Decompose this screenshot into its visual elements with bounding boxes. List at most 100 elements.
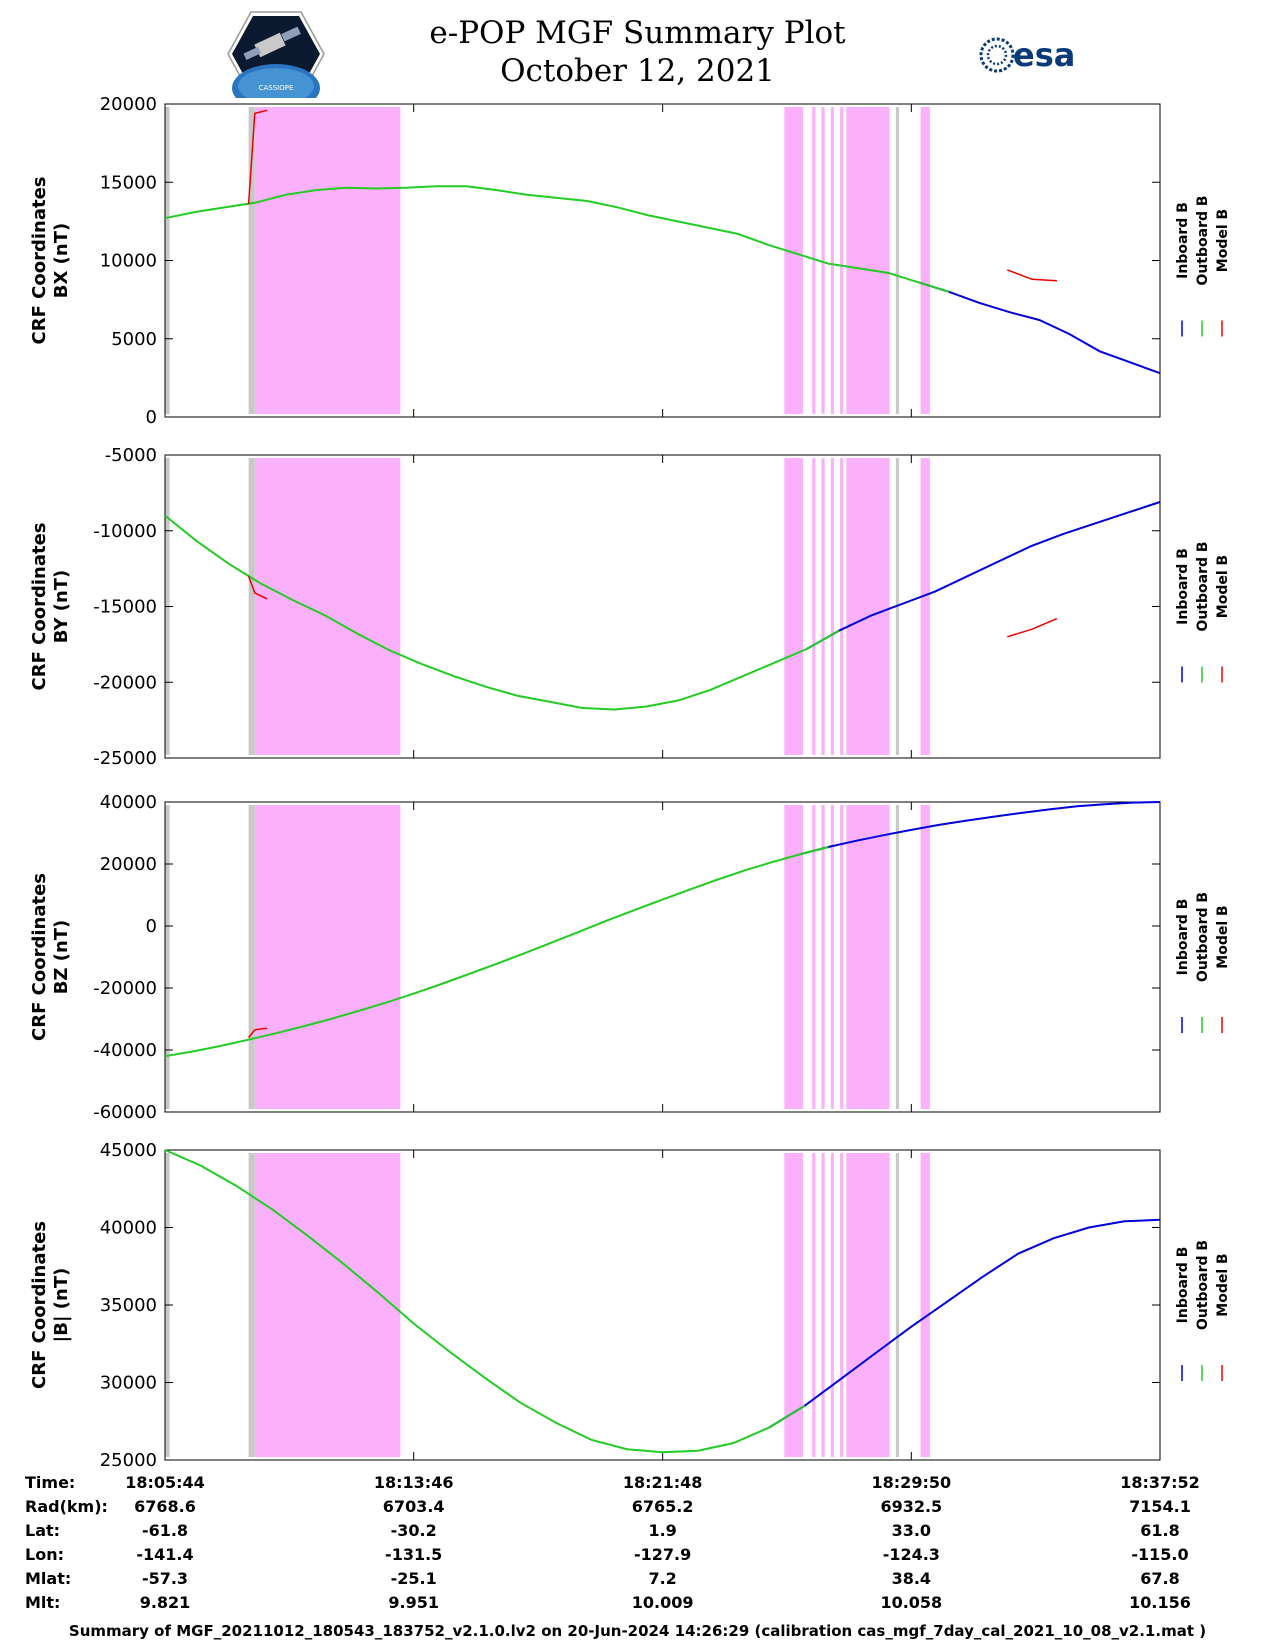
outboard-line [164, 514, 840, 711]
y-tick-label: 0 [146, 916, 157, 937]
y-axis-label-line-2: |B| (nT) [51, 1268, 72, 1343]
highlight-band [784, 1153, 803, 1457]
highlight-band [840, 805, 844, 1109]
inboard-line [806, 501, 1161, 650]
y-axis-label-line-2: BZ (nT) [51, 920, 72, 995]
highlight-band [846, 458, 890, 755]
highlight-band [812, 107, 816, 414]
y-tick-label: 0 [146, 407, 157, 428]
panel-2: -25000 -20000 -15000 -10000 -5000 CRF Coordin… [29, 445, 1231, 769]
y-tick-label: -10000 [93, 521, 157, 542]
ephemeris-value: 10.009 [632, 1593, 694, 1612]
highlight-band [254, 1153, 401, 1457]
y-axis-label: CRF CoordinatesBX (nT) [29, 177, 72, 345]
y-tick-label: 35000 [100, 1295, 157, 1316]
y-axis-label-line-2: BY (nT) [51, 570, 72, 644]
highlight-band [248, 107, 255, 414]
panel-4: 25000 30000 35000 40000 45000 CRF Coordinates… [29, 1140, 1231, 1471]
highlight-band [254, 107, 401, 414]
y-tick-label: -25000 [93, 748, 157, 769]
ephemeris-value: -25.1 [391, 1569, 437, 1588]
highlight-band [784, 458, 803, 755]
plot-title: e-POP MGF Summary Plot October 12, 2021 [0, 14, 1275, 90]
outboard-line [164, 185, 950, 293]
y-axis-label-line-2: BX (nT) [51, 223, 72, 298]
y-tick-label: 40000 [100, 792, 157, 813]
legend-label: Model B [1215, 1253, 1231, 1316]
highlight-band [920, 458, 930, 755]
panel-3: -60000 -40000 -20000 0 20000 40000 CRF Coordin… [29, 792, 1231, 1123]
ephemeris-label: Mlat: [25, 1569, 71, 1588]
ephemeris-value: 10.058 [880, 1593, 942, 1612]
ephemeris-value: 18:29:50 [872, 1473, 952, 1492]
title-line-1: e-POP MGF Summary Plot [429, 15, 846, 51]
highlight-band [920, 805, 930, 1109]
ephemeris-value: -124.3 [883, 1545, 940, 1564]
legend-label: Inboard B [1175, 202, 1191, 279]
model-line [247, 109, 268, 205]
inboard-line [918, 281, 1161, 375]
y-tick-label: -20000 [93, 978, 157, 999]
highlight-band [840, 458, 844, 755]
inboard-line [768, 1218, 1161, 1429]
y-tick-label: 30000 [100, 1373, 157, 1394]
model-line [248, 1027, 268, 1039]
highlight-band [846, 805, 890, 1109]
ephemeris-value: 7154.1 [1129, 1497, 1191, 1516]
y-tick-label: 25000 [100, 1450, 157, 1471]
legend: Inboard B Outboard B Model B [1175, 195, 1231, 337]
ephemeris-label: Rad(km): [25, 1497, 108, 1516]
highlight-band [165, 805, 170, 1109]
ephemeris-value: 6765.2 [632, 1497, 694, 1516]
y-axis-label-line-1: CRF Coordinates [29, 523, 50, 691]
ephemeris-value: -30.2 [391, 1521, 437, 1540]
model-line [247, 575, 268, 600]
highlight-band [895, 107, 899, 414]
highlight-band [821, 1153, 825, 1457]
ephemeris-value: -127.9 [634, 1545, 691, 1564]
highlight-band [784, 805, 803, 1109]
y-tick-label: 10000 [100, 251, 157, 272]
y-axis-label: CRF Coordinates|B| (nT) [29, 1221, 72, 1389]
legend-label: Outboard B [1195, 195, 1211, 285]
legend-label: Model B [1215, 905, 1231, 968]
ephemeris-value: 6703.4 [383, 1497, 445, 1516]
highlight-band [920, 107, 930, 414]
highlight-band [895, 805, 899, 1109]
highlight-band [248, 805, 255, 1109]
y-axis-label-line-1: CRF Coordinates [29, 1221, 50, 1389]
esa-logo-icon: esa [979, 36, 1075, 74]
highlight-band [821, 458, 825, 755]
ephemeris-label: Lon: [25, 1545, 64, 1564]
ephemeris-value: 33.0 [892, 1521, 931, 1540]
y-tick-label: 20000 [100, 94, 157, 115]
ephemeris-value: -61.8 [142, 1521, 188, 1540]
y-tick-label: -5000 [105, 445, 157, 466]
legend-label: Outboard B [1195, 892, 1211, 982]
outboard-line [164, 846, 829, 1058]
panel-1: 0 5000 10000 15000 20000 CRF CoordinatesBX (n… [29, 94, 1231, 428]
y-tick-label: 20000 [100, 854, 157, 875]
legend: Inboard B Outboard B Model B [1175, 892, 1231, 1033]
ephemeris-value: 67.8 [1140, 1569, 1179, 1588]
y-tick-label: 40000 [100, 1218, 157, 1239]
ephemeris-value: 1.9 [648, 1521, 676, 1540]
highlight-band [830, 805, 834, 1109]
title-line-2: October 12, 2021 [500, 53, 775, 89]
highlight-band [248, 458, 255, 755]
model-line [1007, 617, 1058, 638]
highlight-band [846, 107, 890, 414]
ephemeris-value: 18:13:46 [374, 1473, 454, 1492]
cassiope-satellite-logo-icon: CASSIOPE [227, 11, 325, 98]
highlight-band [812, 1153, 816, 1457]
highlight-band [254, 458, 401, 755]
legend-label: Inboard B [1175, 548, 1191, 625]
footer-caption: Summary of MGF_20211012_180543_183752_v2… [68, 1622, 1207, 1640]
legend: Inboard B Outboard B Model B [1175, 1240, 1231, 1381]
y-tick-label: -15000 [93, 597, 157, 618]
legend-label: Inboard B [1175, 1247, 1191, 1324]
inboard-line [800, 801, 1161, 856]
highlight-band [920, 1153, 930, 1457]
legend-label: Model B [1215, 555, 1231, 618]
